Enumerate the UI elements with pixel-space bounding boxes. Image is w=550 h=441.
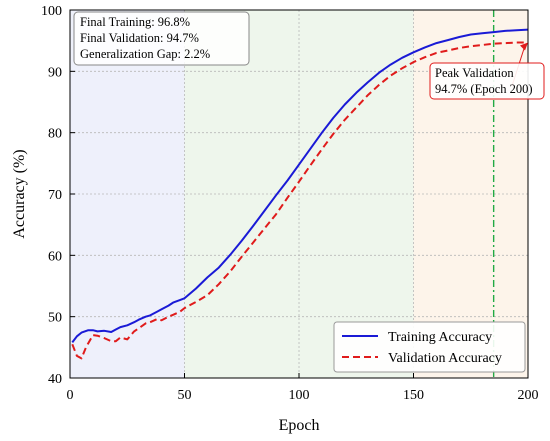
stats-generalization-gap: Generalization Gap: 2.2% (80, 47, 210, 61)
x-tick-label-0: 0 (67, 388, 74, 403)
x-tick-label-2: 100 (289, 388, 310, 403)
x-axis-title: Epoch (279, 417, 320, 434)
y-tick-label-2: 60 (48, 249, 62, 264)
legend-label-training: Training Accuracy (388, 330, 492, 345)
y-tick-label-0: 40 (48, 372, 62, 387)
y-tick-label-3: 70 (48, 188, 62, 203)
peak-annotation: Peak Validation 94.7% (Epoch 200) (429, 42, 545, 100)
series-lines (71, 28, 529, 360)
x-tick-label-1: 50 (178, 388, 192, 403)
series-line-training (71, 28, 529, 344)
peak-annotation-title: Peak Validation (435, 66, 514, 80)
legend: Training Accuracy Validation Accuracy (333, 321, 526, 373)
peak-annotation-box (429, 62, 545, 100)
axes (69, 9, 529, 379)
legend-label-validation: Validation Accuracy (388, 351, 502, 366)
y-axis-title: Accuracy (%) (11, 149, 28, 238)
stats-final-validation: Final Validation: 94.7% (80, 31, 199, 45)
y-tick-label-1: 50 (48, 311, 62, 326)
legend-frame (333, 321, 526, 373)
stats-box: Final Training: 96.8% Final Validation: … (73, 11, 250, 66)
peak-annotation-value: 94.7% (Epoch 200) (435, 82, 533, 96)
stats-box-frame (73, 11, 250, 66)
tick-labels: 0 50 100 150 200 40 50 60 70 80 90 100 (41, 4, 539, 403)
x-tick-label-3: 150 (403, 388, 424, 403)
y-tick-label-5: 90 (48, 65, 62, 80)
stats-final-training: Final Training: 96.8% (80, 15, 190, 29)
peak-arrow-head (520, 42, 528, 51)
series-line-validation (71, 41, 528, 360)
y-tick-label-4: 80 (48, 127, 62, 142)
y-tick-label-6: 100 (41, 4, 62, 19)
x-tick-label-4: 200 (518, 388, 539, 403)
